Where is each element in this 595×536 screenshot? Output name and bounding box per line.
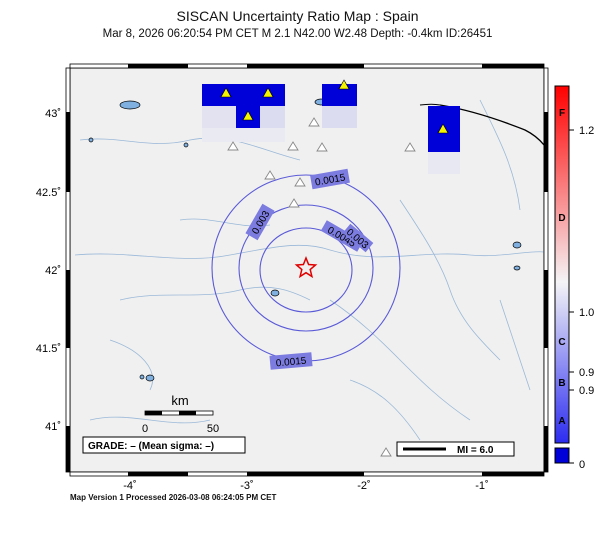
lon-label: -1˚ <box>475 480 488 492</box>
mi-legend-box <box>396 441 515 457</box>
colorbar-value: 1.2 <box>579 125 594 137</box>
colorbar-ticks <box>569 129 574 464</box>
grade-text: GRADE: – (Mean sigma: –) <box>88 441 214 452</box>
map-version-footer: Map Version 1 Processed 2026-03-08 06:24… <box>70 493 277 502</box>
lat-label: 42.5˚ <box>36 187 61 199</box>
event-info-line: Mar 8, 2026 06:20:54 PM CET M 2.1 N42.00… <box>102 28 493 40</box>
contour-labels: 0.0015 0.003 0.0045 0.003 0.0015 <box>245 168 374 370</box>
stations-other <box>227 117 416 457</box>
lat-label: 42˚ <box>45 265 61 277</box>
rivers <box>74 99 545 441</box>
grade-letter: D <box>558 213 565 224</box>
frame-bands <box>65 63 549 477</box>
scale-bar: km 0 50 <box>142 393 219 435</box>
coastline <box>419 103 441 106</box>
stations-used <box>220 79 449 134</box>
latitude-labels: 43˚ 42.5˚ 42˚ 41.5˚ 41˚ <box>36 108 61 433</box>
grade-letter: C <box>558 337 565 348</box>
colorbar-value: 0.9 <box>579 367 594 379</box>
colorbar-value: 0.9 <box>579 385 594 397</box>
grade-letters: F D C B A <box>558 108 565 427</box>
contour-label-1: 0.0015 <box>314 172 346 188</box>
epicenter-star-icon <box>294 255 318 279</box>
colorbar-value: 0 <box>579 459 585 471</box>
scale-bar-tick: 0 <box>142 423 148 435</box>
lon-label: -3˚ <box>240 480 253 492</box>
color-bar <box>554 85 570 444</box>
longitude-labels: -4˚ -3˚ -2˚ -1˚ <box>123 480 488 492</box>
country-border <box>439 104 545 146</box>
scale-bar-tick: 50 <box>207 423 219 435</box>
mi-legend-text: MI = 6.0 <box>457 445 494 456</box>
grade-letter: B <box>558 378 565 389</box>
colorbar-values: 1.2 1.0 0.9 0.9 0 <box>579 125 594 471</box>
lat-label: 41.5˚ <box>36 343 61 355</box>
map-title: SISCAN Uncertainty Ratio Map : Spain <box>176 8 419 24</box>
grade-letter: A <box>558 416 565 427</box>
lon-label: -4˚ <box>123 480 136 492</box>
lat-label: 41˚ <box>45 421 61 433</box>
grade-box <box>82 436 246 454</box>
colorbar-value: 1.0 <box>579 307 594 319</box>
contour-label-5: 0.0015 <box>275 356 307 370</box>
color-bar-zero-swatch <box>554 447 570 464</box>
lat-label: 43˚ <box>45 108 61 120</box>
map-frame <box>69 67 545 473</box>
grade-letter: F <box>559 108 565 119</box>
scale-bar-title: km <box>171 393 188 408</box>
lon-label: -2˚ <box>357 480 370 492</box>
